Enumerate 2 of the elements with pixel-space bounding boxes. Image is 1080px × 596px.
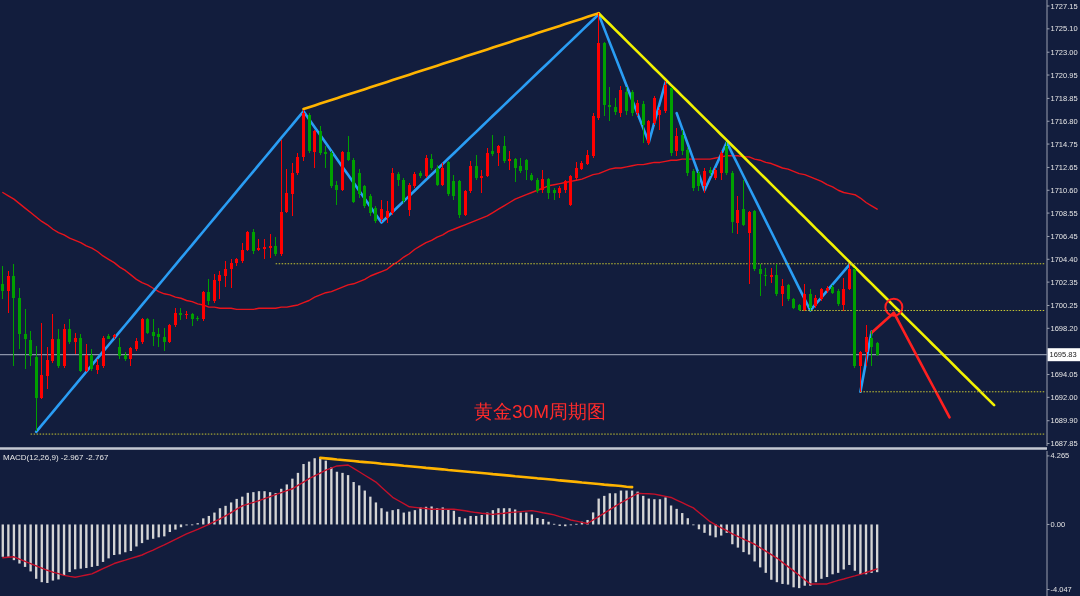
title: 黄金30M周期图 — [474, 401, 606, 422]
annotation: MACD(12,26,9) -2.967 -2.767 — [3, 453, 109, 462]
